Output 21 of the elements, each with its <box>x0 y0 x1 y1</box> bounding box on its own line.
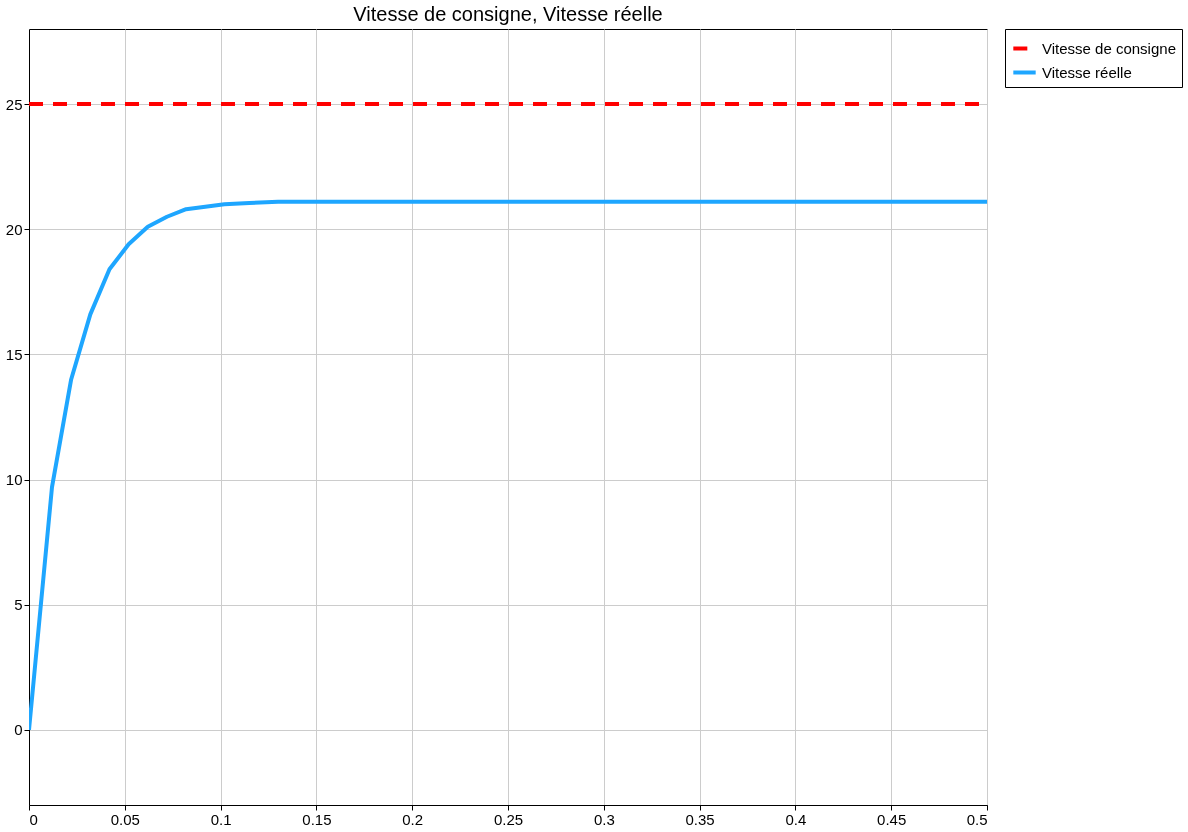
x-tick-label: 0.1 <box>210 810 232 828</box>
x-tick-label: 0.4 <box>785 810 807 828</box>
line-series <box>29 199 987 732</box>
y-tick-label: 15 <box>5 345 23 363</box>
y-tick-label: 25 <box>5 95 23 113</box>
x-tick-label: 0.2 <box>402 810 424 828</box>
y-tick-label: 0 <box>14 721 23 739</box>
x-tick-label: 0.5 <box>966 810 988 828</box>
x-tick-label: 0.05 <box>110 810 140 828</box>
x-tick-label: 0.45 <box>877 810 907 828</box>
y-tick-label: 10 <box>5 471 23 489</box>
chart-title: Vitesse de consigne, Vitesse réelle <box>353 3 663 25</box>
y-tick-label: 5 <box>14 596 23 614</box>
x-tick-label: 0 <box>29 810 38 828</box>
x-tick-label: 0.35 <box>685 810 715 828</box>
x-tick-label: 0.15 <box>302 810 332 828</box>
x-tick-label: 0.3 <box>593 810 615 828</box>
legend-label: Vitesse de consigne <box>1042 39 1176 57</box>
legend-label: Vitesse réelle <box>1042 63 1132 81</box>
y-tick-label: 20 <box>5 220 23 238</box>
x-tick-label: 0.25 <box>493 810 524 828</box>
